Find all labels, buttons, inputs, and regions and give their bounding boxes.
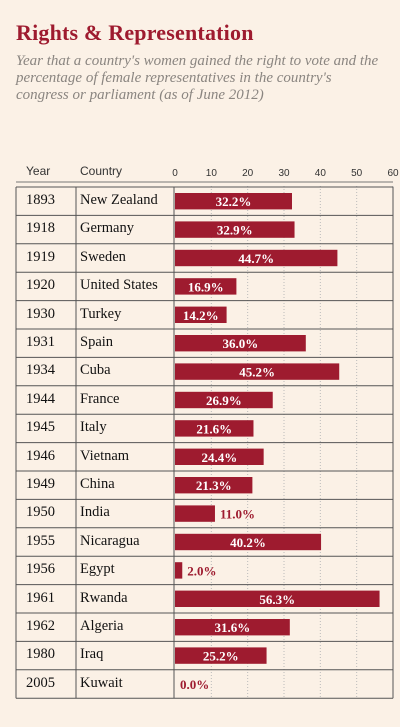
value-label: 36.0% (223, 336, 259, 351)
year-cell: 1980 (26, 646, 55, 663)
country-cell: Vietnam (80, 447, 130, 464)
bar (175, 533, 322, 551)
value-label: 24.4% (201, 450, 237, 465)
value-label: 31.6% (215, 620, 251, 635)
x-tick-label: 40 (315, 168, 327, 179)
value-label: 21.6% (196, 421, 232, 436)
x-tick-label: 50 (351, 168, 363, 179)
value-label: 44.7% (238, 251, 274, 266)
bar (175, 420, 254, 437)
bar (175, 193, 292, 210)
country-cell: Rwanda (80, 589, 128, 606)
country-cell: Spain (80, 334, 114, 350)
bar (175, 562, 183, 579)
year-cell: 1930 (26, 305, 55, 322)
year-cell: 1962 (26, 618, 55, 634)
country-cell: France (80, 390, 120, 407)
value-label: 32.9% (217, 223, 253, 238)
country-column-header: Country (80, 164, 123, 178)
year-cell: 1934 (26, 362, 55, 379)
value-label: 14.2% (183, 308, 219, 323)
bar (175, 391, 273, 409)
year-cell: 1945 (26, 419, 55, 436)
year-column-header: Year (26, 164, 51, 178)
chart-title: Rights & Representation (16, 20, 254, 45)
value-label: 2.0% (187, 563, 216, 578)
bar (175, 619, 290, 636)
year-cell: 1918 (26, 220, 55, 237)
country-cell: India (80, 504, 110, 521)
country-cell: New Zealand (80, 192, 158, 208)
bar (175, 590, 380, 607)
country-cell: Turkey (80, 305, 122, 322)
value-label: 25.2% (203, 649, 239, 664)
x-tick-label: 0 (172, 168, 178, 179)
country-cell: United States (80, 277, 158, 294)
country-cell: Germany (80, 220, 134, 237)
x-tick-label: 30 (278, 168, 290, 179)
bar (175, 363, 340, 380)
country-cell: Italy (80, 419, 107, 436)
country-cell: Cuba (80, 362, 111, 379)
bar (175, 306, 227, 323)
value-label: 11.0% (220, 507, 255, 522)
value-label: 16.9% (188, 279, 224, 294)
year-cell: 1931 (26, 334, 55, 350)
value-label: 56.3% (259, 592, 295, 607)
country-cell: China (80, 476, 115, 492)
bar (175, 477, 253, 494)
year-cell: 1893 (26, 192, 55, 208)
country-cell: Nicaragua (80, 532, 140, 549)
value-label: 26.9% (206, 393, 242, 408)
value-label: 45.2% (239, 365, 275, 380)
year-cell: 1955 (26, 532, 55, 549)
chart-subtitle: Year that a country's women gained the r… (16, 53, 379, 103)
bar (175, 448, 264, 465)
country-cell: Iraq (80, 646, 104, 663)
x-tick-label: 20 (242, 168, 254, 179)
value-label: 21.3% (196, 478, 232, 493)
value-label: 32.2% (216, 194, 252, 209)
bar (175, 221, 295, 238)
year-cell: 1950 (26, 504, 55, 521)
bar (175, 505, 215, 522)
bar (175, 335, 306, 352)
country-cell: Sweden (80, 248, 126, 265)
year-cell: 1919 (26, 248, 55, 265)
x-tick-label: 60 (387, 168, 399, 179)
year-cell: 1946 (26, 447, 55, 464)
bar (175, 278, 237, 295)
year-cell: 1949 (26, 476, 55, 492)
year-cell: 1956 (26, 561, 55, 578)
bar (175, 647, 267, 664)
country-cell: Algeria (80, 618, 124, 634)
x-tick-label: 10 (206, 168, 218, 179)
year-cell: 1920 (26, 277, 55, 294)
bar (175, 249, 338, 267)
value-label: 40.2% (230, 535, 266, 550)
value-label: 0.0% (180, 677, 209, 692)
country-cell: Kuwait (80, 674, 123, 691)
country-cell: Egypt (80, 561, 115, 578)
year-cell: 1944 (26, 390, 55, 407)
year-cell: 1961 (26, 589, 55, 606)
year-cell: 2005 (26, 674, 55, 691)
